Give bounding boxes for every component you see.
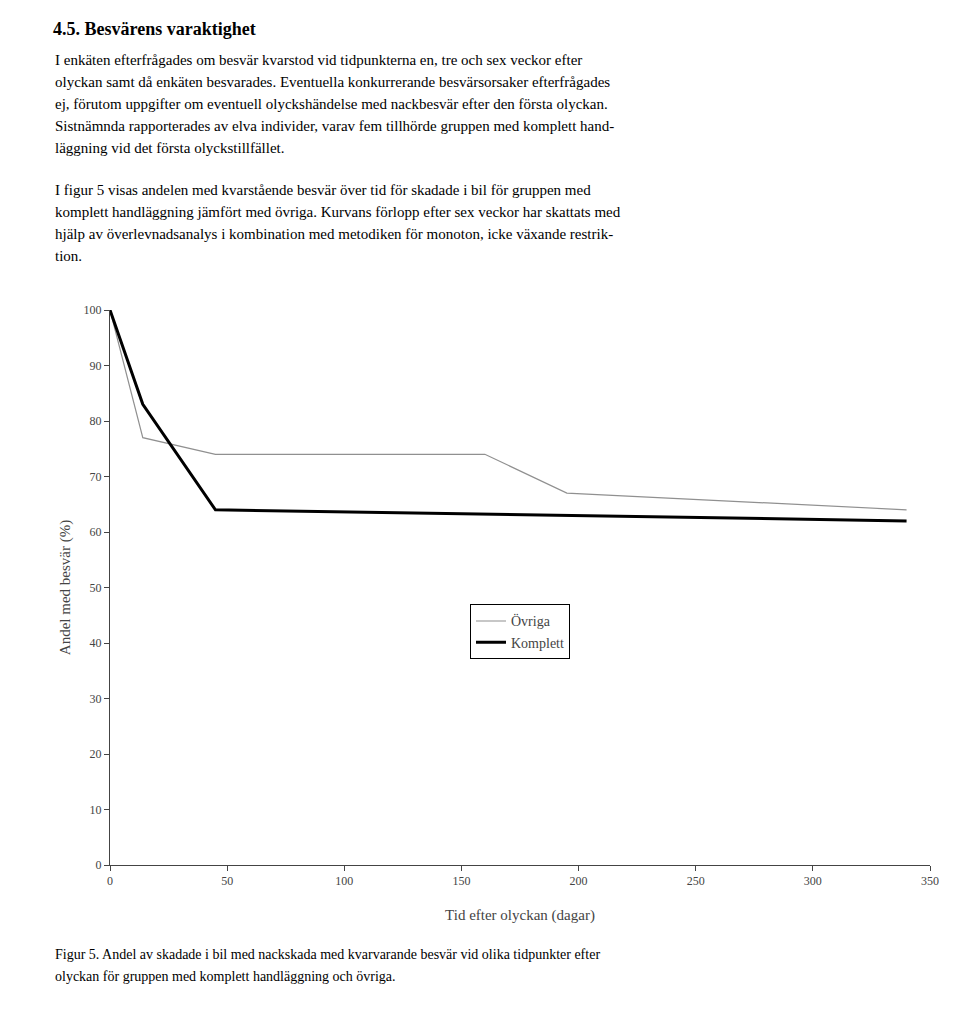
svg-text:Övriga: Övriga [511, 613, 551, 629]
svg-text:ej, förutom uppgifter om event: ej, förutom uppgifter om eventuell olyck… [55, 96, 608, 112]
svg-text:hjälp av överlevnadsanalys i k: hjälp av överlevnadsanalys i kombination… [55, 226, 613, 242]
svg-text:komplett handläggning jämfört: komplett handläggning jämfört med övriga… [55, 204, 621, 220]
svg-text:0: 0 [96, 858, 102, 872]
svg-text:20: 20 [90, 747, 102, 761]
svg-text:30: 30 [90, 692, 102, 706]
svg-text:300: 300 [804, 874, 822, 888]
svg-text:Komplett: Komplett [511, 636, 564, 651]
svg-text:70: 70 [90, 470, 102, 484]
svg-text:olyckan samt då enkäten besvar: olyckan samt då enkäten besvarades. Even… [55, 74, 610, 90]
svg-text:250: 250 [687, 874, 705, 888]
svg-text:350: 350 [921, 874, 939, 888]
svg-text:Tid efter olyckan (dagar): Tid efter olyckan (dagar) [445, 907, 595, 924]
svg-text:150: 150 [452, 874, 470, 888]
svg-text:I enkäten efterfrågades om bes: I enkäten efterfrågades om besvär kvarst… [55, 52, 582, 68]
svg-text:200: 200 [570, 874, 588, 888]
svg-text:Andel med besvär (%): Andel med besvär (%) [57, 520, 74, 655]
svg-text:80: 80 [90, 414, 102, 428]
svg-text:50: 50 [90, 581, 102, 595]
svg-text:0: 0 [107, 874, 113, 888]
svg-text:Sistnämnda rapporterades av el: Sistnämnda rapporterades av elva individ… [55, 118, 614, 134]
svg-text:10: 10 [90, 803, 102, 817]
svg-text:olyckan för gruppen med komple: olyckan för gruppen med komplett handläg… [55, 969, 396, 984]
svg-text:50: 50 [221, 874, 233, 888]
svg-text:40: 40 [90, 636, 102, 650]
svg-text:100: 100 [84, 303, 102, 317]
svg-text:läggning vid det första olycks: läggning vid det första olyckstillfället… [55, 140, 285, 156]
svg-text:tion.: tion. [55, 248, 82, 264]
svg-text:I figur 5 visas andelen med kv: I figur 5 visas andelen med kvarstående … [55, 182, 591, 198]
svg-text:100: 100 [335, 874, 353, 888]
svg-text:4.5. Besvärens varaktighet: 4.5. Besvärens varaktighet [53, 19, 256, 39]
svg-text:60: 60 [90, 525, 102, 539]
svg-text:Figur 5. Andel av skadade i bi: Figur 5. Andel av skadade i bil med nack… [55, 947, 600, 962]
svg-text:90: 90 [90, 359, 102, 373]
